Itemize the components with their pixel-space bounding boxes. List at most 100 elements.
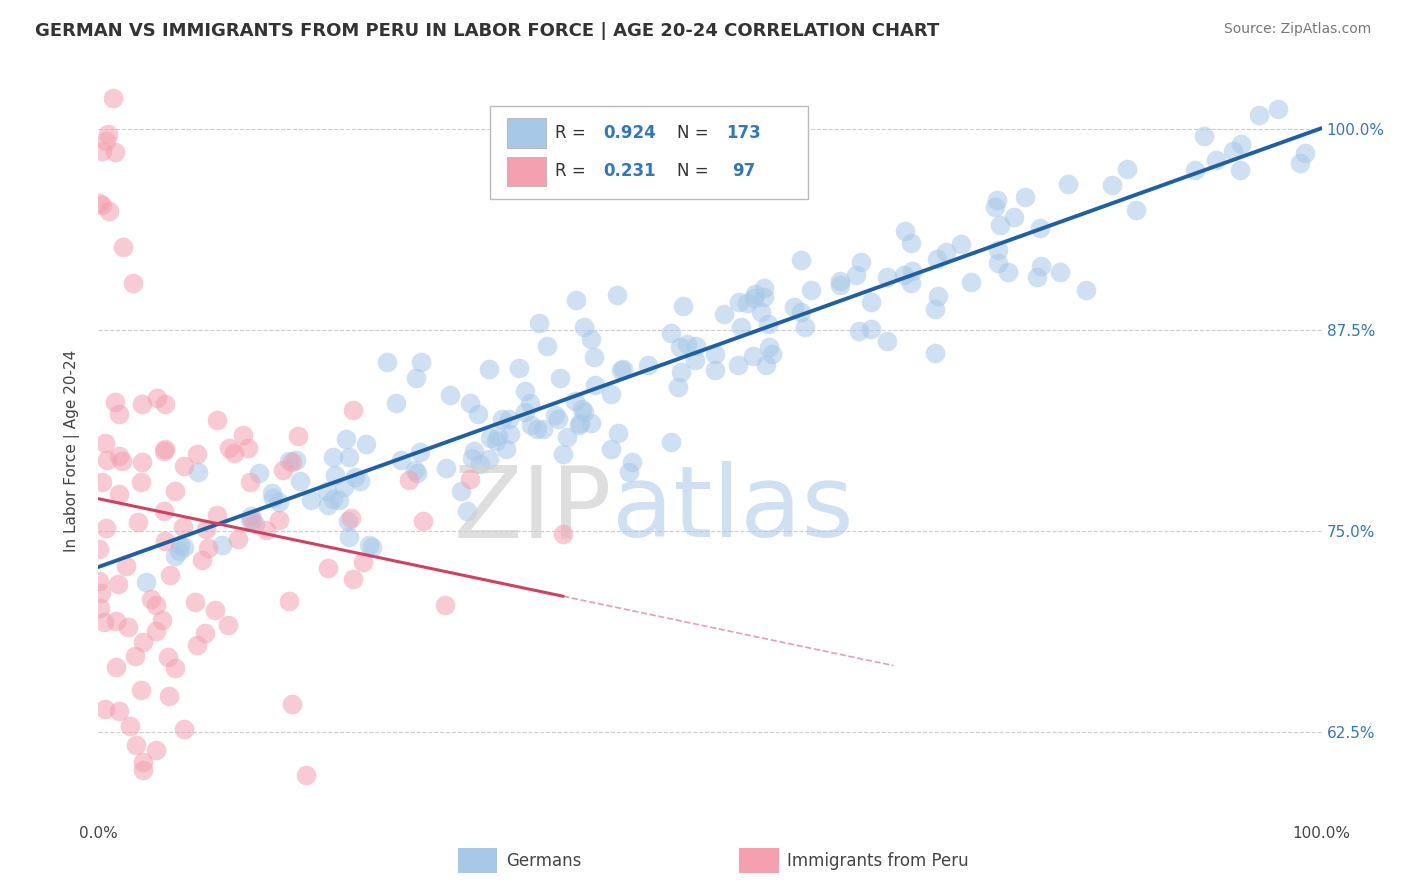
Point (637, 358, 659, 372)
Point (987, 256, 1010, 270)
Point (124, 648, 146, 663)
Point (675, 337, 697, 351)
Point (129, 683, 152, 698)
Point (983, 201, 1005, 215)
Point (163, 484, 186, 499)
Point (659, 435, 682, 450)
Point (439, 388, 461, 402)
Point (323, 468, 346, 483)
Point (1026, 270, 1049, 285)
Point (669, 340, 692, 354)
Point (458, 472, 481, 486)
Point (107, 577, 129, 591)
Point (239, 513, 262, 527)
Point (876, 269, 898, 284)
Point (849, 255, 872, 269)
Point (986, 193, 1008, 207)
Point (173, 540, 195, 554)
Point (299, 492, 322, 507)
Point (247, 466, 270, 480)
Point (153, 443, 176, 458)
Point (385, 396, 408, 410)
Point (790, 252, 813, 267)
Point (519, 418, 541, 433)
Point (582, 350, 605, 364)
Point (97, 203, 120, 218)
Point (290, 475, 312, 489)
Point (375, 355, 398, 369)
Point (456, 504, 478, 518)
Point (342, 402, 364, 417)
Point (848, 324, 870, 338)
Point (1229, 136, 1251, 151)
Point (478, 361, 501, 376)
Point (1014, 189, 1036, 203)
Point (485, 434, 508, 449)
Point (132, 635, 155, 649)
Point (599, 387, 621, 401)
Point (610, 363, 633, 377)
Point (132, 764, 155, 778)
Point (153, 442, 176, 456)
Point (316, 483, 339, 498)
Point (744, 287, 766, 301)
Point (1229, 163, 1251, 178)
Point (830, 274, 852, 288)
Point (146, 391, 169, 405)
Point (153, 397, 176, 411)
Point (1115, 161, 1137, 176)
Point (184, 595, 207, 609)
Text: Immigrants from Peru: Immigrants from Peru (787, 852, 969, 870)
Point (342, 572, 364, 586)
Point (108, 487, 131, 501)
Point (173, 459, 195, 474)
Point (153, 533, 176, 548)
Point (262, 486, 284, 500)
Point (924, 346, 946, 360)
Point (404, 462, 426, 476)
FancyBboxPatch shape (740, 848, 779, 873)
Point (988, 218, 1011, 232)
Point (238, 442, 260, 456)
Point (579, 416, 602, 430)
Point (728, 295, 751, 310)
Point (752, 280, 775, 294)
Point (876, 334, 898, 348)
Point (1076, 284, 1098, 298)
Point (685, 339, 707, 353)
Point (104, 145, 127, 159)
Point (340, 510, 363, 524)
Point (860, 322, 883, 336)
Point (90, 475, 112, 489)
Point (1222, 144, 1244, 158)
Point (606, 287, 628, 301)
Point (461, 450, 484, 465)
Point (683, 352, 706, 367)
Point (564, 293, 586, 307)
FancyBboxPatch shape (508, 118, 546, 148)
Point (211, 538, 233, 552)
Text: atlas: atlas (612, 461, 853, 558)
Point (239, 508, 262, 523)
Point (90, 585, 112, 599)
Point (900, 276, 922, 290)
Point (94, 435, 117, 450)
Point (935, 244, 957, 259)
Point (544, 408, 567, 422)
Point (269, 495, 291, 509)
Point (278, 594, 301, 608)
Point (335, 432, 357, 446)
Point (463, 443, 485, 458)
Point (405, 371, 427, 385)
Point (145, 624, 167, 638)
Point (793, 320, 815, 334)
Point (752, 290, 775, 304)
Point (194, 626, 217, 640)
Point (94, 702, 117, 716)
Point (555, 430, 578, 444)
Point (322, 450, 344, 464)
Point (280, 455, 302, 469)
Point (758, 340, 780, 354)
Point (101, 91, 124, 105)
Point (927, 252, 949, 266)
